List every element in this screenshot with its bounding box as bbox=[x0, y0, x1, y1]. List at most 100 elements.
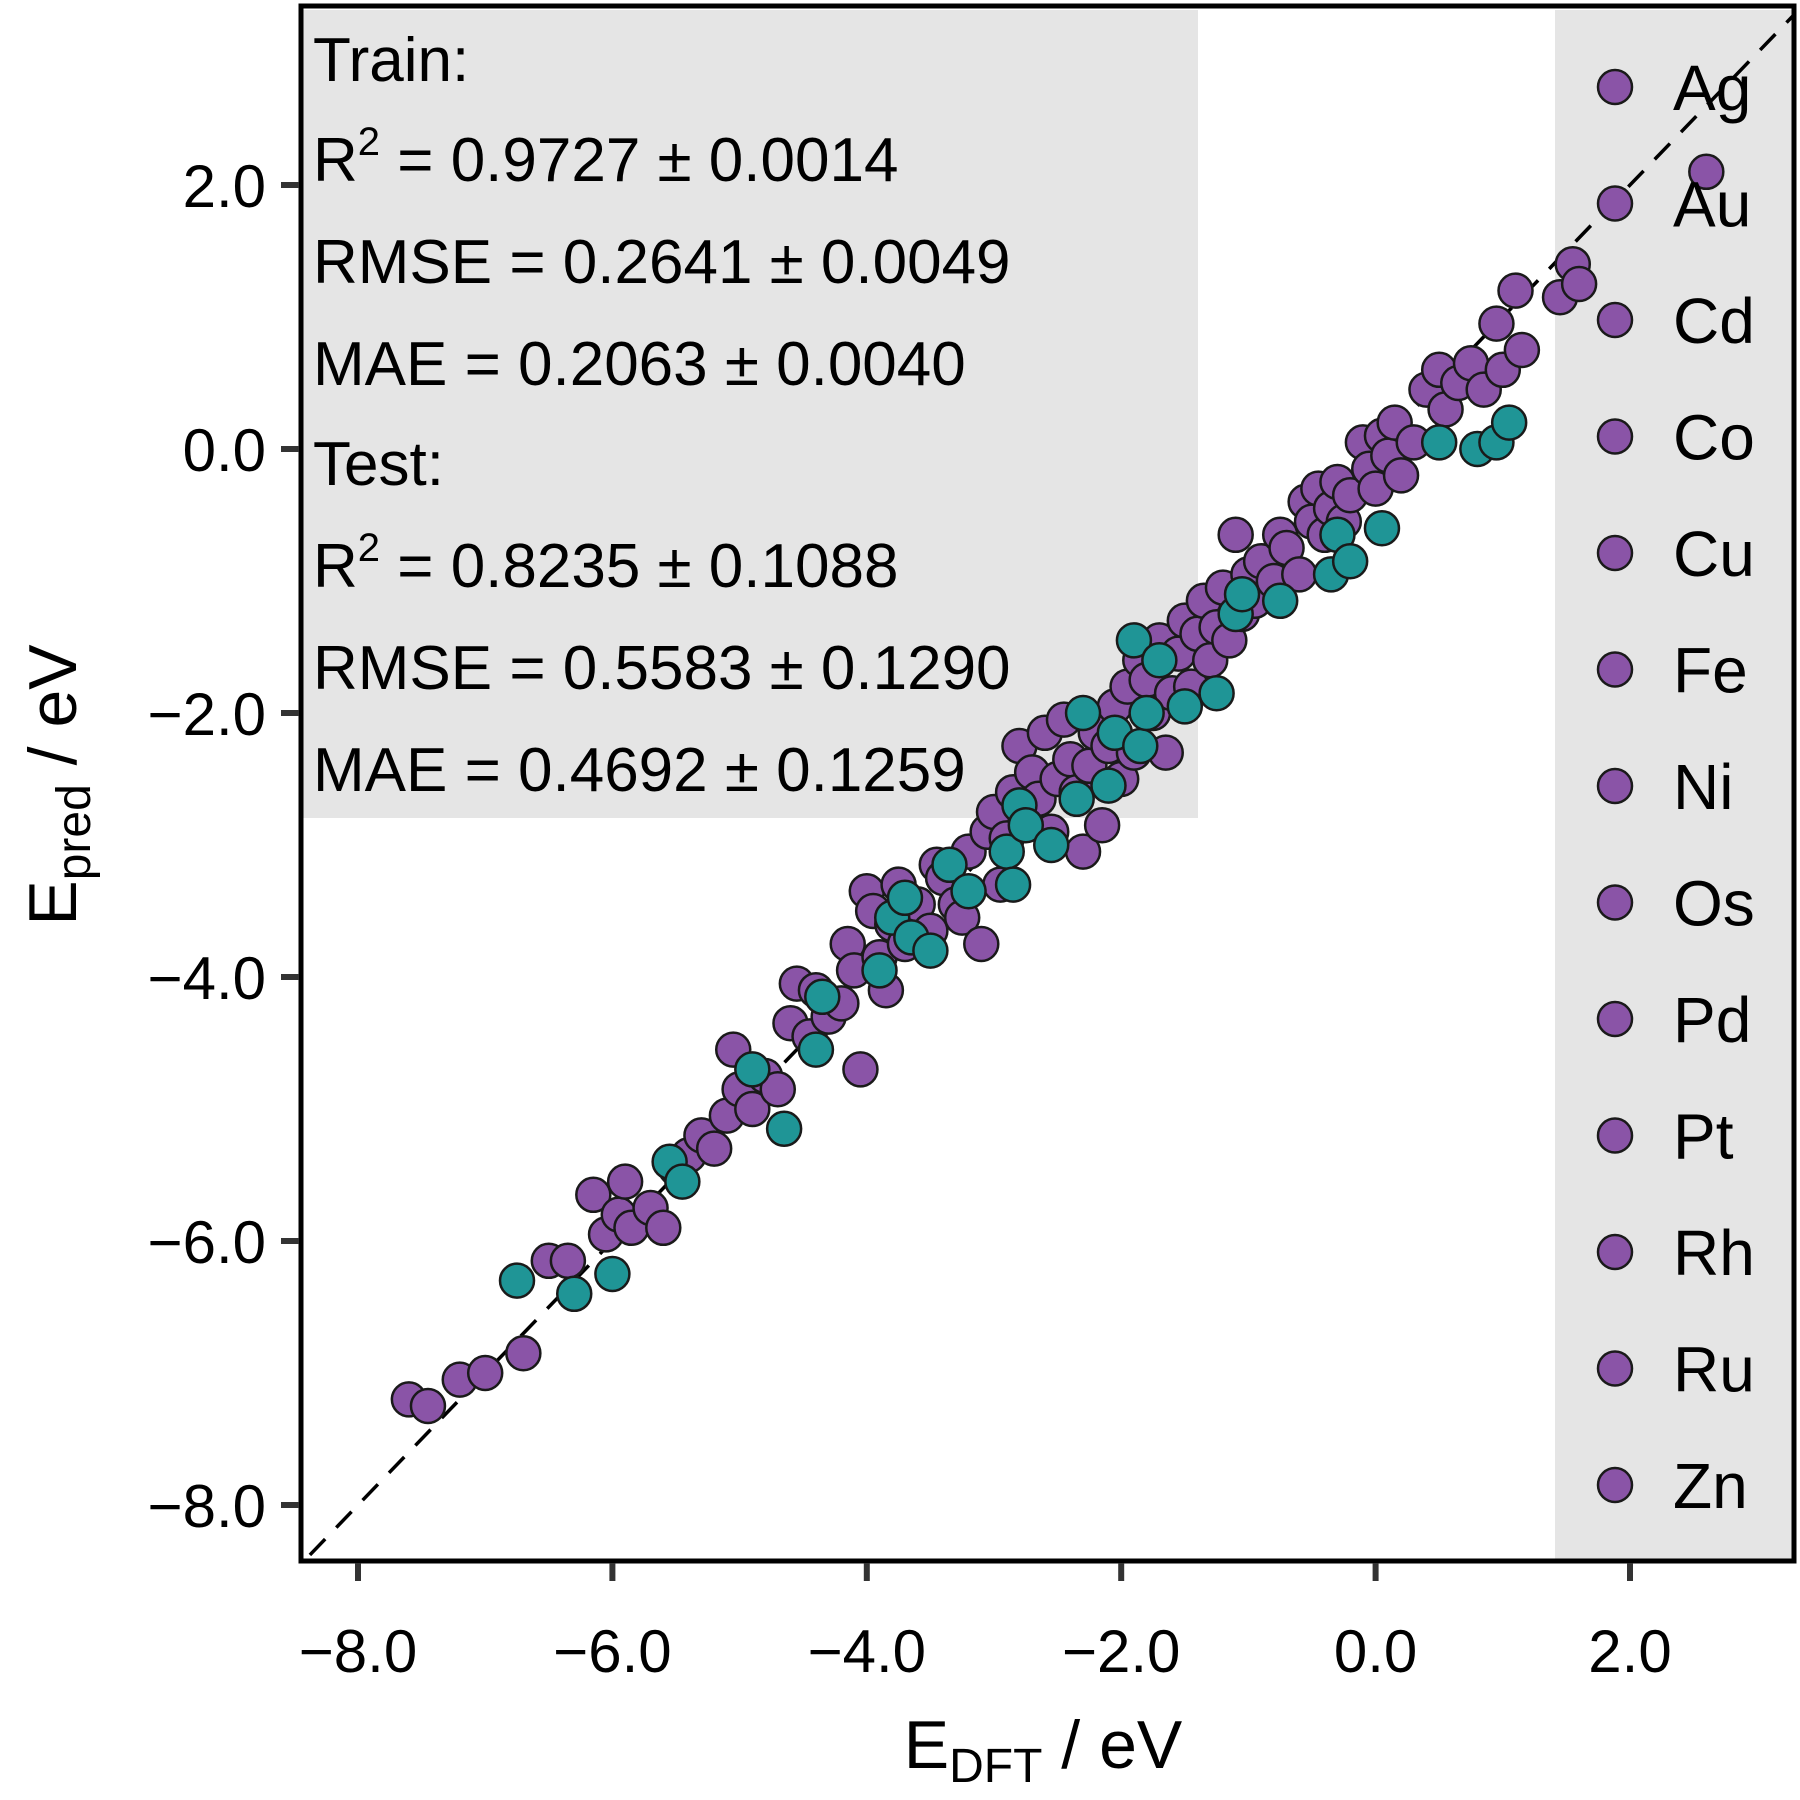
test-point bbox=[931, 846, 968, 884]
train-point bbox=[1478, 305, 1515, 342]
test-point bbox=[594, 1255, 631, 1293]
test-point bbox=[555, 1275, 593, 1313]
legend-marker-zn bbox=[1596, 1466, 1634, 1504]
legend-label-pt: Pt bbox=[1673, 1101, 1734, 1173]
test-point bbox=[1122, 727, 1159, 765]
test-point bbox=[804, 978, 841, 1016]
legend-label-au: Au bbox=[1673, 169, 1751, 241]
train-point bbox=[842, 1051, 879, 1088]
x-axis-ticks: −8.0 −6.0 −4.0 −2.0 0.0 2.0 bbox=[299, 1563, 1672, 1685]
train-point bbox=[963, 925, 1000, 963]
train-point bbox=[1083, 806, 1121, 844]
stats-box bbox=[303, 10, 1198, 818]
legend-marker-ag bbox=[1596, 68, 1634, 106]
train-point bbox=[1382, 457, 1420, 494]
legend-label-ru: Ru bbox=[1673, 1334, 1755, 1406]
legend-label-ni: Ni bbox=[1673, 751, 1733, 823]
train-point bbox=[1503, 331, 1541, 369]
train-point bbox=[575, 1176, 612, 1214]
test-point bbox=[498, 1262, 536, 1299]
test-point bbox=[1331, 542, 1369, 580]
test-point bbox=[1166, 688, 1204, 725]
train-r2: R2 = 0.9727 ± 0.0014 bbox=[313, 120, 898, 195]
x-axis-title: EDFT / eV bbox=[904, 1707, 1183, 1793]
test-point bbox=[734, 1051, 771, 1088]
y-tick-label: −2.0 bbox=[148, 681, 266, 748]
legend: Ag Au Cd Co Cu Fe Ni Os Pd Pt Rh Ru Zn bbox=[1596, 52, 1755, 1522]
scatter-points bbox=[390, 153, 1725, 1425]
train-header: Train: bbox=[313, 26, 469, 95]
y-tick-label: −8.0 bbox=[148, 1473, 266, 1540]
legend-marker-cu bbox=[1596, 534, 1634, 572]
legend-marker-au bbox=[1596, 185, 1634, 222]
test-point bbox=[1490, 404, 1528, 441]
legend-label-ag: Ag bbox=[1673, 52, 1751, 124]
test-point bbox=[1261, 582, 1299, 620]
y-axis-title: Epred / eV bbox=[15, 644, 101, 926]
train-point bbox=[409, 1387, 447, 1425]
test-point bbox=[1420, 424, 1458, 461]
train-point bbox=[695, 1130, 733, 1167]
legend-label-pd: Pd bbox=[1673, 984, 1751, 1056]
test-point bbox=[1032, 826, 1070, 864]
x-tick-label: 2.0 bbox=[1588, 1618, 1671, 1685]
legend-marker-rh bbox=[1596, 1233, 1634, 1271]
train-point bbox=[645, 1209, 682, 1247]
train-mae: MAE = 0.2063 ± 0.0040 bbox=[313, 330, 966, 399]
train-point bbox=[505, 1334, 542, 1372]
test-mae: MAE = 0.4692 ± 0.1259 bbox=[313, 736, 966, 805]
test-rmse: RMSE = 0.5583 ± 0.1290 bbox=[313, 634, 1011, 703]
legend-marker-os bbox=[1596, 884, 1634, 921]
x-tick-label: −8.0 bbox=[299, 1618, 417, 1685]
legend-marker-pt bbox=[1596, 1117, 1634, 1154]
legend-marker-pd bbox=[1596, 1000, 1634, 1038]
legend-marker-ru bbox=[1596, 1350, 1634, 1387]
train-point bbox=[1688, 153, 1725, 191]
train-point bbox=[1497, 272, 1534, 309]
train-rmse: RMSE = 0.2641 ± 0.0049 bbox=[313, 228, 1011, 297]
legend-marker-fe bbox=[1596, 651, 1634, 688]
test-point bbox=[1128, 694, 1165, 732]
train-point bbox=[1217, 516, 1254, 554]
test-point bbox=[1198, 674, 1235, 712]
y-tick-label: 0.0 bbox=[183, 417, 266, 484]
train-point bbox=[606, 1163, 644, 1200]
test-point bbox=[994, 866, 1032, 903]
test-point bbox=[797, 1031, 835, 1068]
legend-label-zn: Zn bbox=[1673, 1450, 1748, 1522]
legend-marker-cd bbox=[1596, 301, 1634, 339]
y-tick-label: −6.0 bbox=[148, 1209, 266, 1276]
test-point bbox=[912, 932, 949, 969]
train-point bbox=[466, 1354, 504, 1392]
test-point bbox=[950, 872, 987, 910]
legend-marker-ni bbox=[1596, 767, 1634, 805]
test-point bbox=[664, 1163, 701, 1200]
train-point bbox=[1560, 265, 1598, 303]
legend-label-cd: Cd bbox=[1673, 285, 1755, 357]
y-tick-label: 2.0 bbox=[183, 153, 266, 220]
stats-text-group: Train: R2 = 0.9727 ± 0.0014 RMSE = 0.264… bbox=[313, 26, 1011, 805]
test-point bbox=[1090, 767, 1127, 804]
legend-marker-co bbox=[1596, 418, 1634, 455]
y-tick-label: −4.0 bbox=[148, 945, 266, 1012]
train-point bbox=[549, 1242, 587, 1280]
legend-box bbox=[1555, 10, 1792, 1559]
test-point bbox=[1223, 575, 1261, 613]
plot-frame bbox=[298, 3, 1797, 1564]
test-point bbox=[1115, 622, 1153, 659]
x-tick-label: −2.0 bbox=[1062, 1618, 1180, 1685]
y-axis-ticks: −8.0 −6.0 −4.0 −2.0 0.0 2.0 bbox=[148, 153, 299, 1540]
legend-label-fe: Fe bbox=[1673, 635, 1748, 707]
x-tick-label: −6.0 bbox=[553, 1618, 671, 1685]
train-point bbox=[734, 1090, 771, 1128]
legend-label-os: Os bbox=[1673, 868, 1755, 940]
x-tick-label: 0.0 bbox=[1334, 1618, 1417, 1685]
test-point bbox=[1064, 694, 1102, 732]
legend-label-rh: Rh bbox=[1673, 1217, 1755, 1289]
test-point bbox=[861, 952, 898, 989]
test-point bbox=[1007, 806, 1045, 844]
x-tick-label: −4.0 bbox=[808, 1618, 926, 1685]
legend-label-co: Co bbox=[1673, 402, 1755, 474]
test-header: Test: bbox=[313, 430, 444, 499]
train-point bbox=[759, 1070, 797, 1108]
